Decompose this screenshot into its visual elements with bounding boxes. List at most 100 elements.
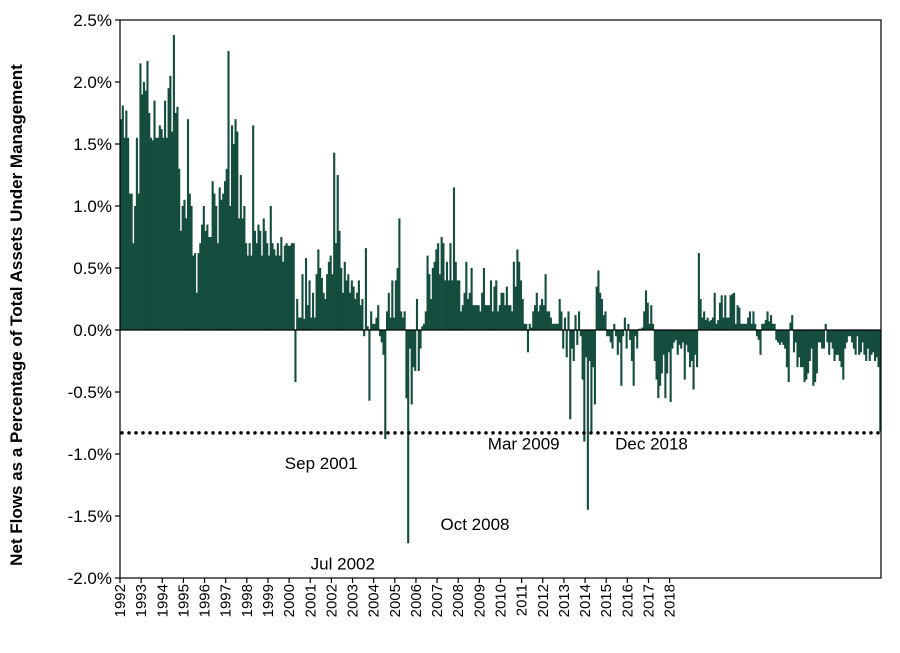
y-tick-label: 2.5%: [73, 11, 112, 30]
bar: [204, 230, 207, 330]
bar: [445, 261, 448, 330]
bar: [512, 261, 515, 330]
bar: [615, 330, 618, 337]
bar: [329, 255, 332, 330]
y-tick-lines: [115, 19, 120, 579]
x-tick-label: 1999: [260, 584, 277, 617]
y-tick-labels: 2.5% 2.0% 1.5% 1.0% 0.5% 0.0% -0.5% -1.0% -1.5% -…: [68, 11, 112, 588]
bar: [798, 330, 801, 358]
bar: [729, 295, 732, 330]
bar: [371, 323, 375, 330]
bar: [592, 330, 595, 368]
bar: [121, 105, 124, 330]
bar: [162, 137, 165, 330]
bar: [264, 230, 267, 330]
bar: [343, 261, 346, 330]
bar: [262, 218, 265, 330]
y-tick-label: -1.5%: [68, 507, 112, 526]
bar: [687, 330, 690, 353]
bar: [213, 193, 216, 330]
bar: [322, 292, 325, 330]
x-tick-label: 2001: [302, 584, 319, 617]
bar: [386, 311, 389, 330]
bar: [685, 330, 688, 345]
x-tick-label: 1996: [197, 584, 214, 617]
bar: [877, 330, 880, 368]
bar: [340, 268, 343, 330]
bar: [629, 330, 632, 340]
annotation-label: Jul 2002: [311, 554, 375, 573]
bar: [602, 315, 605, 330]
bar: [208, 237, 211, 330]
bar: [821, 330, 824, 349]
bar: [257, 224, 260, 330]
bar: [775, 330, 778, 340]
bar: [215, 206, 218, 330]
bar: [683, 330, 686, 380]
bar: [585, 330, 588, 358]
bar: [197, 253, 200, 330]
bar: [643, 311, 646, 330]
bar: [678, 330, 681, 345]
bar: [183, 199, 186, 330]
bar: [639, 328, 642, 330]
y-tick-label: -0.5%: [68, 383, 112, 402]
bar: [442, 243, 445, 330]
bar: [225, 168, 228, 330]
bar: [662, 330, 665, 355]
bar: [426, 255, 429, 330]
bar: [456, 280, 459, 330]
bar: [616, 330, 619, 355]
bar: [764, 320, 767, 330]
bar: [306, 305, 309, 330]
bar: [482, 268, 485, 330]
bar: [216, 243, 219, 330]
bar: [155, 137, 158, 330]
bar: [794, 330, 797, 343]
bar: [317, 249, 320, 330]
bar: [803, 330, 806, 383]
bar: [393, 317, 396, 330]
bar: [438, 274, 441, 330]
bar: [313, 317, 316, 330]
bar: [301, 274, 304, 330]
bar: [859, 330, 862, 353]
bar: [488, 305, 491, 330]
bar: [505, 286, 508, 330]
bar: [583, 330, 586, 442]
bar: [243, 206, 246, 330]
bar: [334, 243, 338, 330]
bar: [238, 218, 241, 330]
bar: [544, 274, 547, 330]
bar: [842, 330, 845, 380]
annotation-label: Oct 2008: [441, 515, 510, 534]
bar: [308, 280, 311, 330]
bar: [361, 299, 364, 330]
bar: [632, 330, 635, 386]
bar: [660, 330, 663, 374]
bar: [829, 330, 833, 343]
bar: [283, 245, 286, 330]
bar: [625, 330, 628, 349]
bar: [622, 330, 625, 337]
y-tick-label: 0.0%: [73, 321, 112, 340]
bar: [745, 323, 748, 330]
bar: [444, 280, 447, 330]
bar: [209, 237, 212, 330]
y-tick-label: 1.5%: [73, 135, 112, 154]
bar: [144, 90, 147, 331]
y-axis-label: Net Flows as a Percentage of Total Asset…: [7, 64, 26, 566]
bar: [673, 330, 676, 343]
bar: [734, 323, 737, 330]
bar: [593, 330, 596, 405]
bar: [755, 330, 759, 337]
bar: [319, 268, 322, 330]
bar: [366, 326, 369, 330]
bar: [389, 317, 392, 330]
bar: [671, 330, 674, 349]
bar: [578, 311, 581, 330]
bar: [236, 131, 239, 330]
bar: [579, 330, 582, 337]
bar: [653, 330, 656, 361]
bar: [495, 280, 498, 330]
